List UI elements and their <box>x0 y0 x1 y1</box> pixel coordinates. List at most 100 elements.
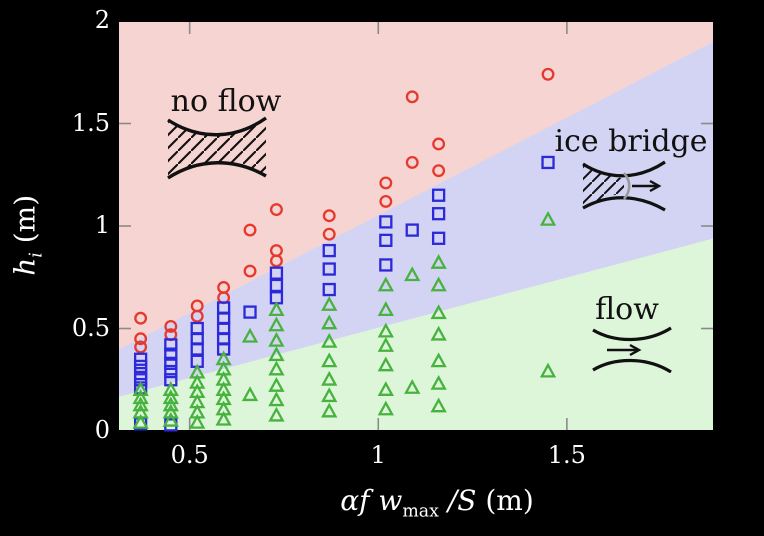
flow-arrow-icon <box>632 179 662 193</box>
no-flow-point <box>405 90 419 104</box>
no-flow-point <box>269 203 283 217</box>
ice-bridge-point <box>405 223 419 237</box>
channel-bottom-wall <box>592 358 672 373</box>
no-flow-point <box>379 176 393 190</box>
flow-point <box>377 337 394 352</box>
ice-bridge-point <box>164 338 178 352</box>
flow-point <box>321 370 338 386</box>
y-tick-label: 0 <box>94 416 110 444</box>
channel-bottom-wall <box>167 161 267 180</box>
ice-bridge-point <box>164 356 178 371</box>
flow-point <box>132 389 149 405</box>
flow-point <box>321 352 338 368</box>
channel-bottom-wall <box>582 196 666 212</box>
no-flow-point <box>190 309 204 323</box>
no-flow-series <box>134 67 555 354</box>
flow-point <box>430 304 447 320</box>
ice-bridge-point <box>379 258 393 272</box>
flow-point <box>162 389 179 405</box>
ice-bridge-point <box>431 188 446 202</box>
flow-point <box>377 400 394 416</box>
ice-bridge-point <box>190 342 204 356</box>
flow-point <box>268 377 285 392</box>
no-flow-point <box>379 194 393 208</box>
ice-bridge-point <box>133 359 148 374</box>
ice-bridge-series <box>133 155 555 432</box>
flow-point <box>377 356 394 372</box>
y-axis-subscript: i <box>26 252 47 258</box>
x-tick-label: 1 <box>370 441 386 469</box>
flow-point <box>404 379 421 394</box>
no-flow-point <box>322 209 336 223</box>
x-axis-symbol: αf w <box>340 484 403 517</box>
ice-hatch-fill <box>168 118 266 178</box>
flow-point <box>215 410 232 426</box>
flow-point <box>241 327 259 343</box>
ice-bridge-point <box>269 266 284 280</box>
y-tick-label: 1.5 <box>71 108 110 137</box>
flow-point <box>321 314 338 330</box>
y-tick-label: 0.5 <box>71 313 110 342</box>
ice-bridge-point <box>431 231 446 245</box>
no-flow-point <box>243 223 257 237</box>
flow-point <box>162 411 179 427</box>
flow-point <box>162 396 179 412</box>
y-tick-label: 2 <box>94 6 110 34</box>
no-flow-point <box>134 311 148 325</box>
flow-point <box>132 396 149 412</box>
flow-point <box>268 331 285 347</box>
ice-bridge-arc <box>622 172 631 200</box>
ice-bridge-point <box>379 233 393 248</box>
ice-bridge-channel-sketch <box>582 160 666 212</box>
ice-bridge-point <box>379 215 393 229</box>
ice-bridge-point <box>322 262 336 276</box>
flow-point <box>268 316 285 332</box>
flow-point <box>268 301 285 317</box>
plot-frame <box>117 20 715 432</box>
x-axis-unit: (m) <box>476 484 534 517</box>
flow-point <box>321 402 338 418</box>
flow-point <box>430 374 447 390</box>
flow-point <box>321 332 338 348</box>
flow-point <box>430 325 447 341</box>
flow-point <box>268 346 285 362</box>
flow-series <box>132 210 557 429</box>
ice-bridge-point <box>541 155 555 170</box>
flow-point <box>430 276 447 292</box>
flow-point <box>404 266 421 282</box>
region-flow <box>118 238 714 431</box>
channel-top-wall <box>167 116 267 137</box>
x-axis-title: αf wmax /S (m) <box>297 484 577 522</box>
flow-point <box>321 387 338 403</box>
channel-top-wall <box>592 326 672 342</box>
flow-point <box>162 403 179 419</box>
x-tick-label: 1.5 <box>547 441 586 469</box>
no-flow-point <box>269 254 283 268</box>
flow-channel-sketch <box>592 326 672 373</box>
no-flow-point <box>243 264 257 278</box>
flow-point <box>377 381 394 396</box>
x-axis-subscript: max <box>402 501 439 522</box>
ice-bridge-region-label: ice bridge <box>554 124 708 159</box>
flow-arrow-icon <box>607 343 642 357</box>
y-tick-label: 1 <box>94 211 110 239</box>
flow-point <box>268 406 285 422</box>
flow-point <box>132 381 149 396</box>
flow-point <box>377 301 394 317</box>
flow-point <box>241 386 259 402</box>
no-flow-point <box>405 155 419 169</box>
no-flow-point <box>541 67 555 81</box>
ice-bridge-point <box>322 282 336 297</box>
no-flow-point <box>164 320 178 333</box>
no-flow-channel-sketch <box>167 116 267 180</box>
ice-bridge-point <box>164 364 178 379</box>
flow-point <box>268 360 285 376</box>
ice-bridge-point <box>269 278 284 293</box>
flow-point <box>377 276 394 292</box>
flow-point <box>321 296 338 311</box>
ice-bridge-point <box>322 243 336 258</box>
ice-bridge-point <box>243 305 257 319</box>
no-flow-point <box>322 227 336 241</box>
